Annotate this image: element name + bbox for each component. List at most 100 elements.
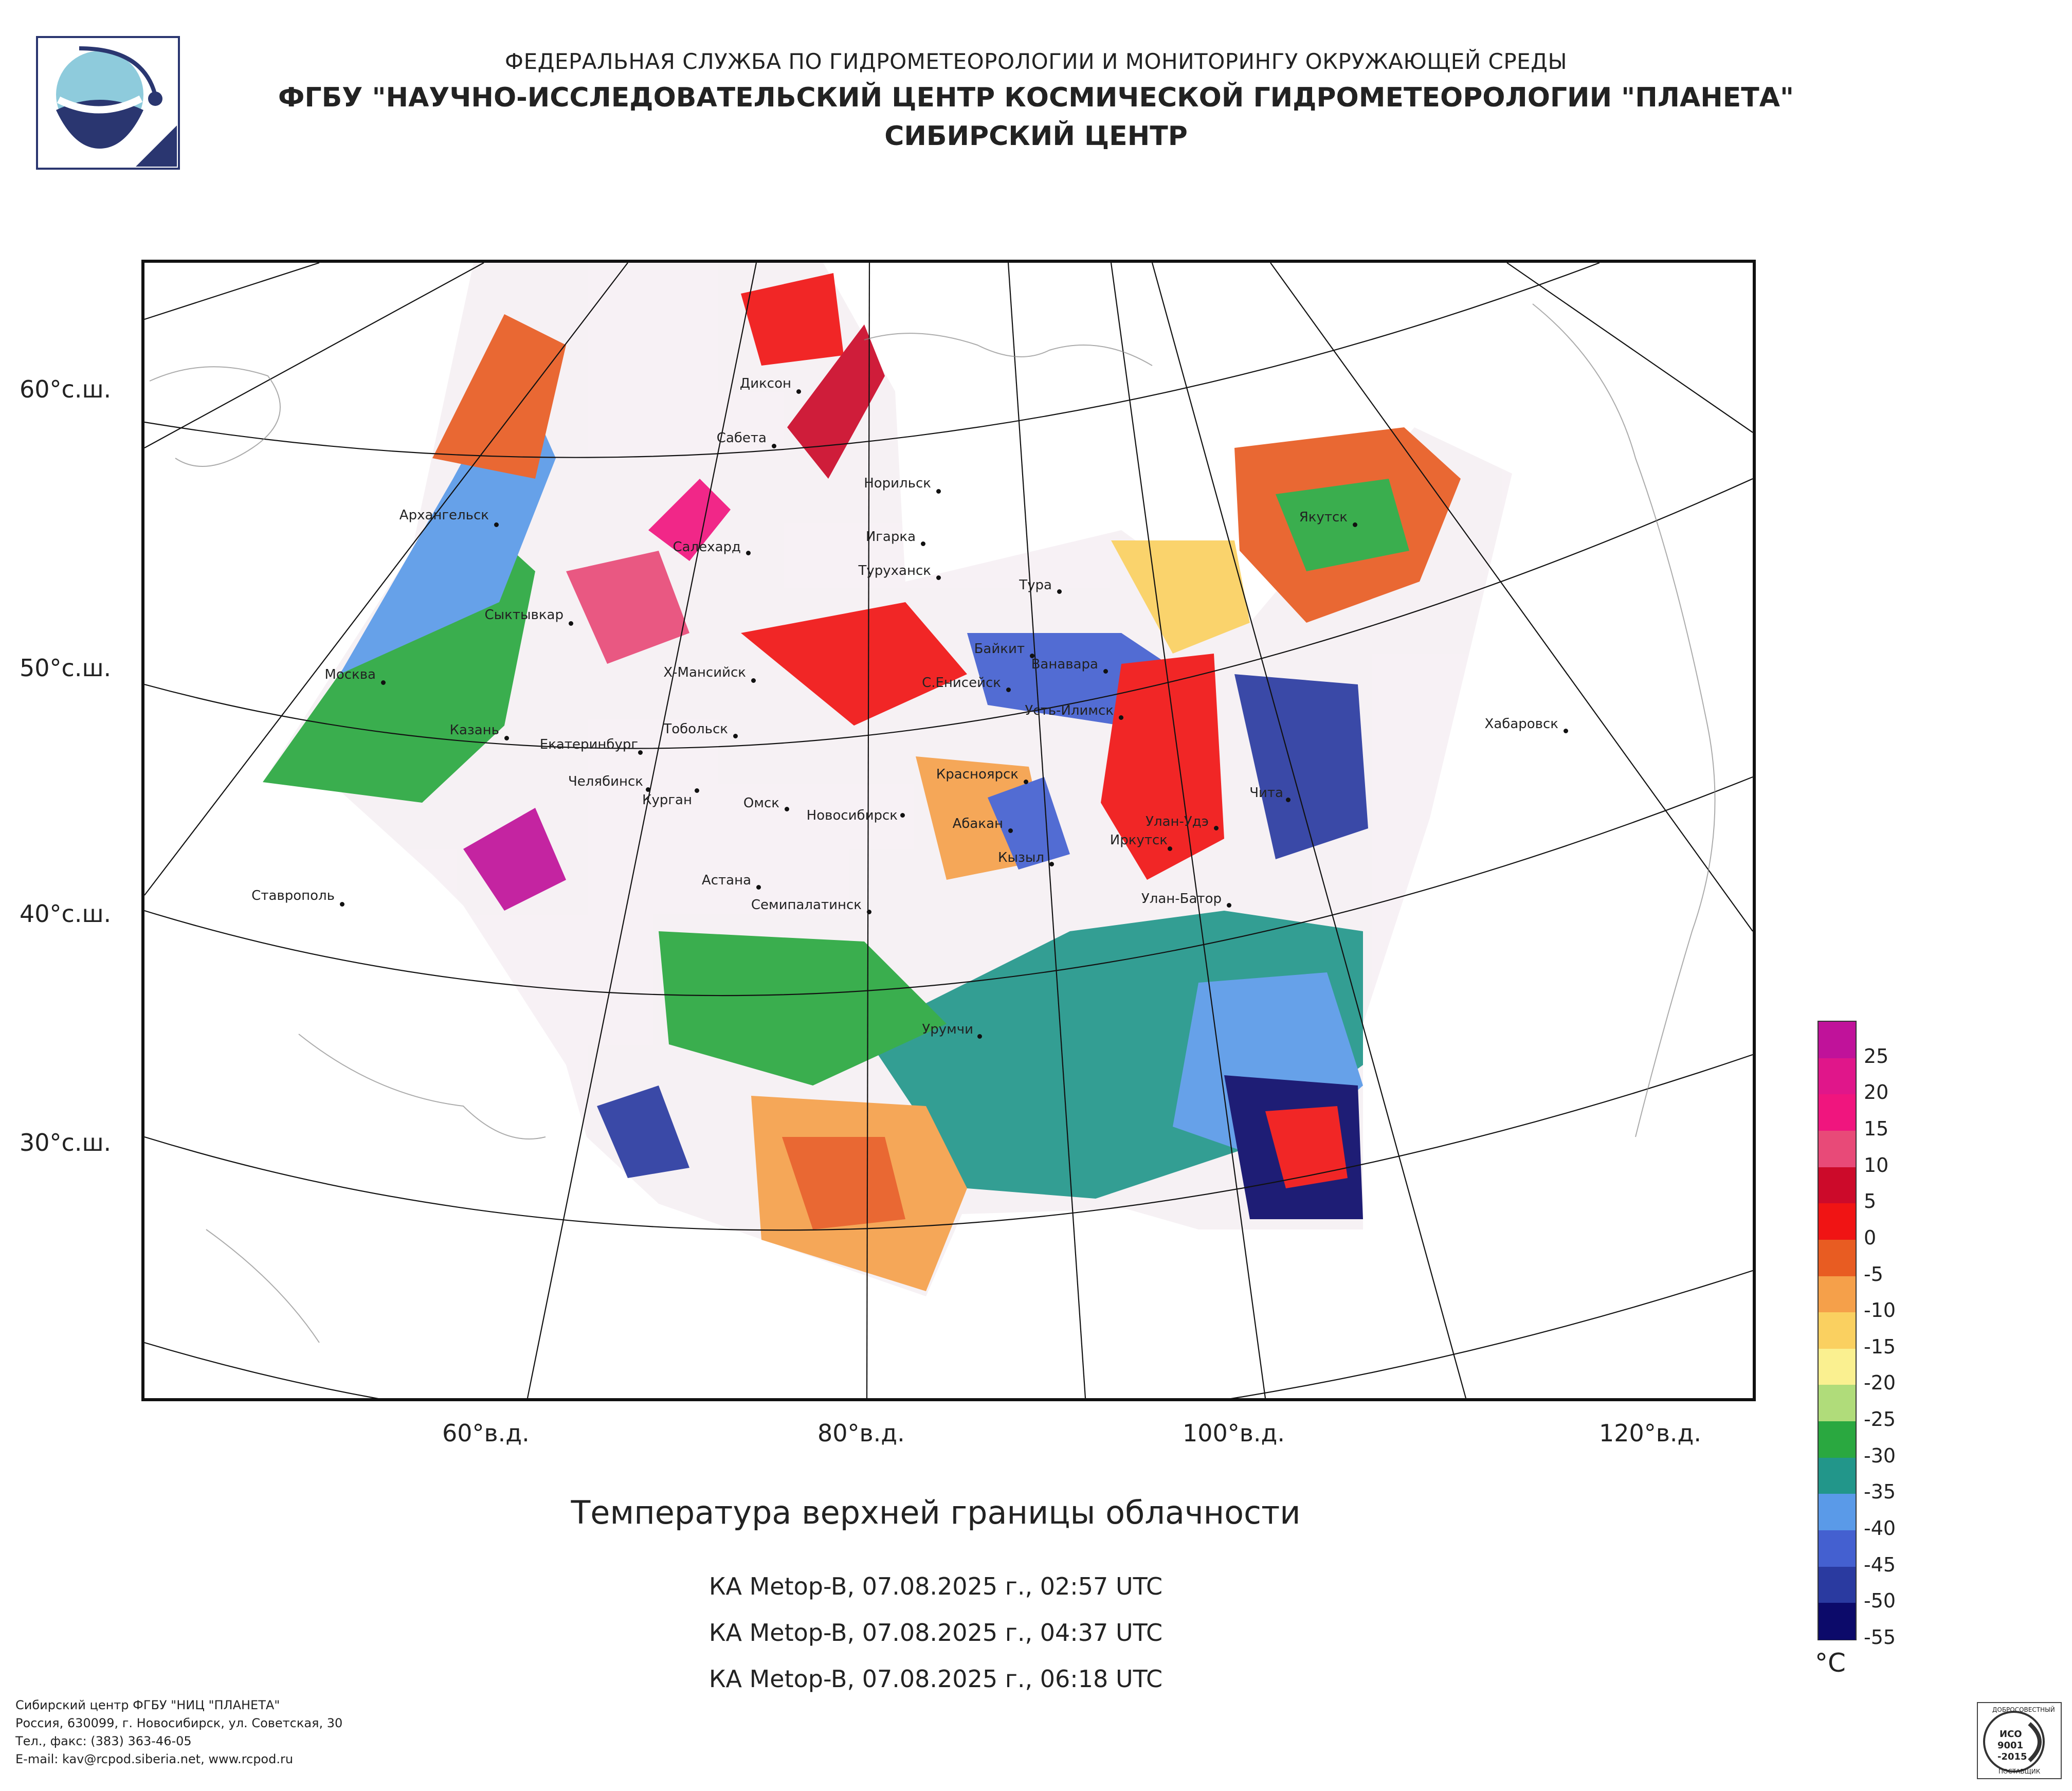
longitude-label: 120°в.д. <box>1599 1419 1701 1447</box>
city-label: Новосибирск <box>806 808 898 823</box>
footer-phone: Тел., факс: (383) 363-46-05 <box>15 1734 192 1748</box>
city-marker <box>340 902 344 907</box>
iso-badge-icon <box>1983 1711 2045 1772</box>
city-marker <box>1564 729 1568 733</box>
city-label: Омск <box>743 795 779 811</box>
colorbar-segment <box>1819 1566 1856 1604</box>
iso-badge-top: ДОБРОСОВЕСТНЫЙ <box>1992 1706 2055 1713</box>
graticule <box>144 263 1753 1398</box>
map-canvas <box>144 263 1753 1398</box>
city-marker <box>751 678 756 683</box>
footer-address: Россия, 630099, г. Новосибирск, ул. Сове… <box>15 1716 343 1730</box>
colorbar-tick-label: 15 <box>1864 1117 1889 1140</box>
colorbar-tick-label: -5 <box>1864 1262 1883 1286</box>
city-marker <box>638 750 643 755</box>
colorbar-tick-label: 0 <box>1864 1226 1877 1249</box>
colorbar-segment <box>1819 1603 1856 1640</box>
cloud-top-temperature-map: Диксон Сабета Норильск Архангельск Салех… <box>141 260 1756 1401</box>
colorbar-tick-label: -30 <box>1864 1444 1896 1467</box>
city-marker <box>867 910 871 914</box>
city-marker <box>900 813 905 818</box>
city-marker <box>695 788 699 793</box>
header-institute: ФГБУ "НАУЧНО-ИССЛЕДОВАТЕЛЬСКИЙ ЦЕНТР КОС… <box>278 82 1794 113</box>
city-marker <box>1008 828 1013 833</box>
city-marker <box>1103 669 1108 674</box>
longitude-label: 80°в.д. <box>817 1419 905 1447</box>
city-marker <box>504 736 509 740</box>
city-marker <box>1227 903 1231 908</box>
city-marker <box>733 734 738 738</box>
city-label: Ванавара <box>1031 657 1098 672</box>
latitude-label: 60°с.ш. <box>20 375 112 403</box>
city-marker <box>1030 654 1034 658</box>
city-label: Челябинск <box>568 774 643 789</box>
colorbar-unit: °C <box>1815 1648 1846 1678</box>
coastlines <box>149 303 1716 1343</box>
header-agency: ФЕДЕРАЛЬНАЯ СЛУЖБА ПО ГИДРОМЕТЕОРОЛОГИИ … <box>504 49 1568 74</box>
city-label: Казань <box>449 722 499 738</box>
colorbar-tick-label: -50 <box>1864 1589 1896 1613</box>
city-label: Норильск <box>864 476 931 491</box>
city-label: Усть-Илимск <box>1025 703 1114 718</box>
planeta-logo-icon <box>56 46 177 167</box>
city-marker <box>921 541 925 546</box>
colorbar-segment <box>1819 1421 1856 1458</box>
city-label: Екатеринбург <box>539 737 638 752</box>
city-label: Кызыл <box>998 850 1044 865</box>
city-label: Байкит <box>974 641 1025 657</box>
city-marker <box>796 389 801 394</box>
city-label: Тура <box>1019 577 1052 593</box>
colorbar-segment <box>1819 1094 1856 1131</box>
latitude-label: 30°с.ш. <box>20 1129 112 1156</box>
colorbar-segment <box>1819 1058 1856 1095</box>
colorbar-tick-label: 25 <box>1864 1044 1889 1068</box>
iso-certification-badge: ДОБРОСОВЕСТНЫЙ ИСО 9001 -2015 ПОСТАВЩИК <box>1977 1702 2062 1779</box>
city-label: Тобольск <box>663 721 728 737</box>
organization-logo <box>36 36 180 170</box>
iso-badge-number: 9001 <box>1997 1740 2024 1751</box>
city-marker <box>1119 715 1123 720</box>
colorbar-segment <box>1819 1530 1856 1567</box>
colorbar-segment <box>1819 1022 1856 1059</box>
colorbar-tick-label: -35 <box>1864 1480 1896 1504</box>
colorbar-tick-label: -25 <box>1864 1408 1896 1431</box>
city-label: Сабета <box>716 430 767 446</box>
city-label: Диксон <box>739 376 791 391</box>
colorbar-tick-label: -45 <box>1864 1553 1896 1576</box>
colorbar-tick-label: -55 <box>1864 1626 1896 1649</box>
city-label: Курган <box>642 792 692 808</box>
colorbar-segment <box>1819 1276 1856 1313</box>
cloud-imagery <box>263 263 1512 1296</box>
colorbar-segment <box>1819 1385 1856 1422</box>
pass-info: КА Metop-B, 07.08.2025 г., 04:37 UTC <box>708 1619 1163 1647</box>
city-label: Салехард <box>673 539 741 555</box>
header-center: СИБИРСКИЙ ЦЕНТР <box>884 121 1188 152</box>
colorbar-tick-label: -15 <box>1864 1335 1896 1358</box>
colorbar-tick-label: -40 <box>1864 1517 1896 1540</box>
colorbar-tick-label: 20 <box>1864 1081 1889 1104</box>
city-marker <box>1057 589 1062 594</box>
colorbar-segment <box>1819 1130 1856 1168</box>
city-label: Игарка <box>865 529 916 545</box>
longitude-label: 100°в.д. <box>1183 1419 1285 1447</box>
city-label: Туруханск <box>858 563 931 578</box>
city-marker <box>936 489 941 494</box>
colorbar-tick-label: -20 <box>1864 1371 1896 1395</box>
latitude-label: 50°с.ш. <box>20 654 112 682</box>
city-marker <box>381 680 386 685</box>
latitude-label: 40°с.ш. <box>20 900 112 928</box>
city-label: Улан-Удэ <box>1146 814 1209 829</box>
pass-info: КА Metop-B, 07.08.2025 г., 02:57 UTC <box>708 1572 1163 1600</box>
city-marker <box>1006 688 1011 692</box>
city-marker <box>494 522 499 527</box>
city-label: Урумчи <box>922 1022 973 1037</box>
city-label: Астана <box>701 873 751 888</box>
footer-org: Сибирский центр ФГБУ "НИЦ "ПЛАНЕТА" <box>15 1698 280 1712</box>
city-marker <box>1168 846 1172 851</box>
city-label: Чита <box>1249 785 1283 801</box>
city-label: Абакан <box>952 816 1003 831</box>
city-label: Красноярск <box>936 767 1019 782</box>
city-marker <box>977 1034 982 1039</box>
city-label: Улан-Батор <box>1141 891 1222 907</box>
colorbar-segment <box>1819 1203 1856 1240</box>
